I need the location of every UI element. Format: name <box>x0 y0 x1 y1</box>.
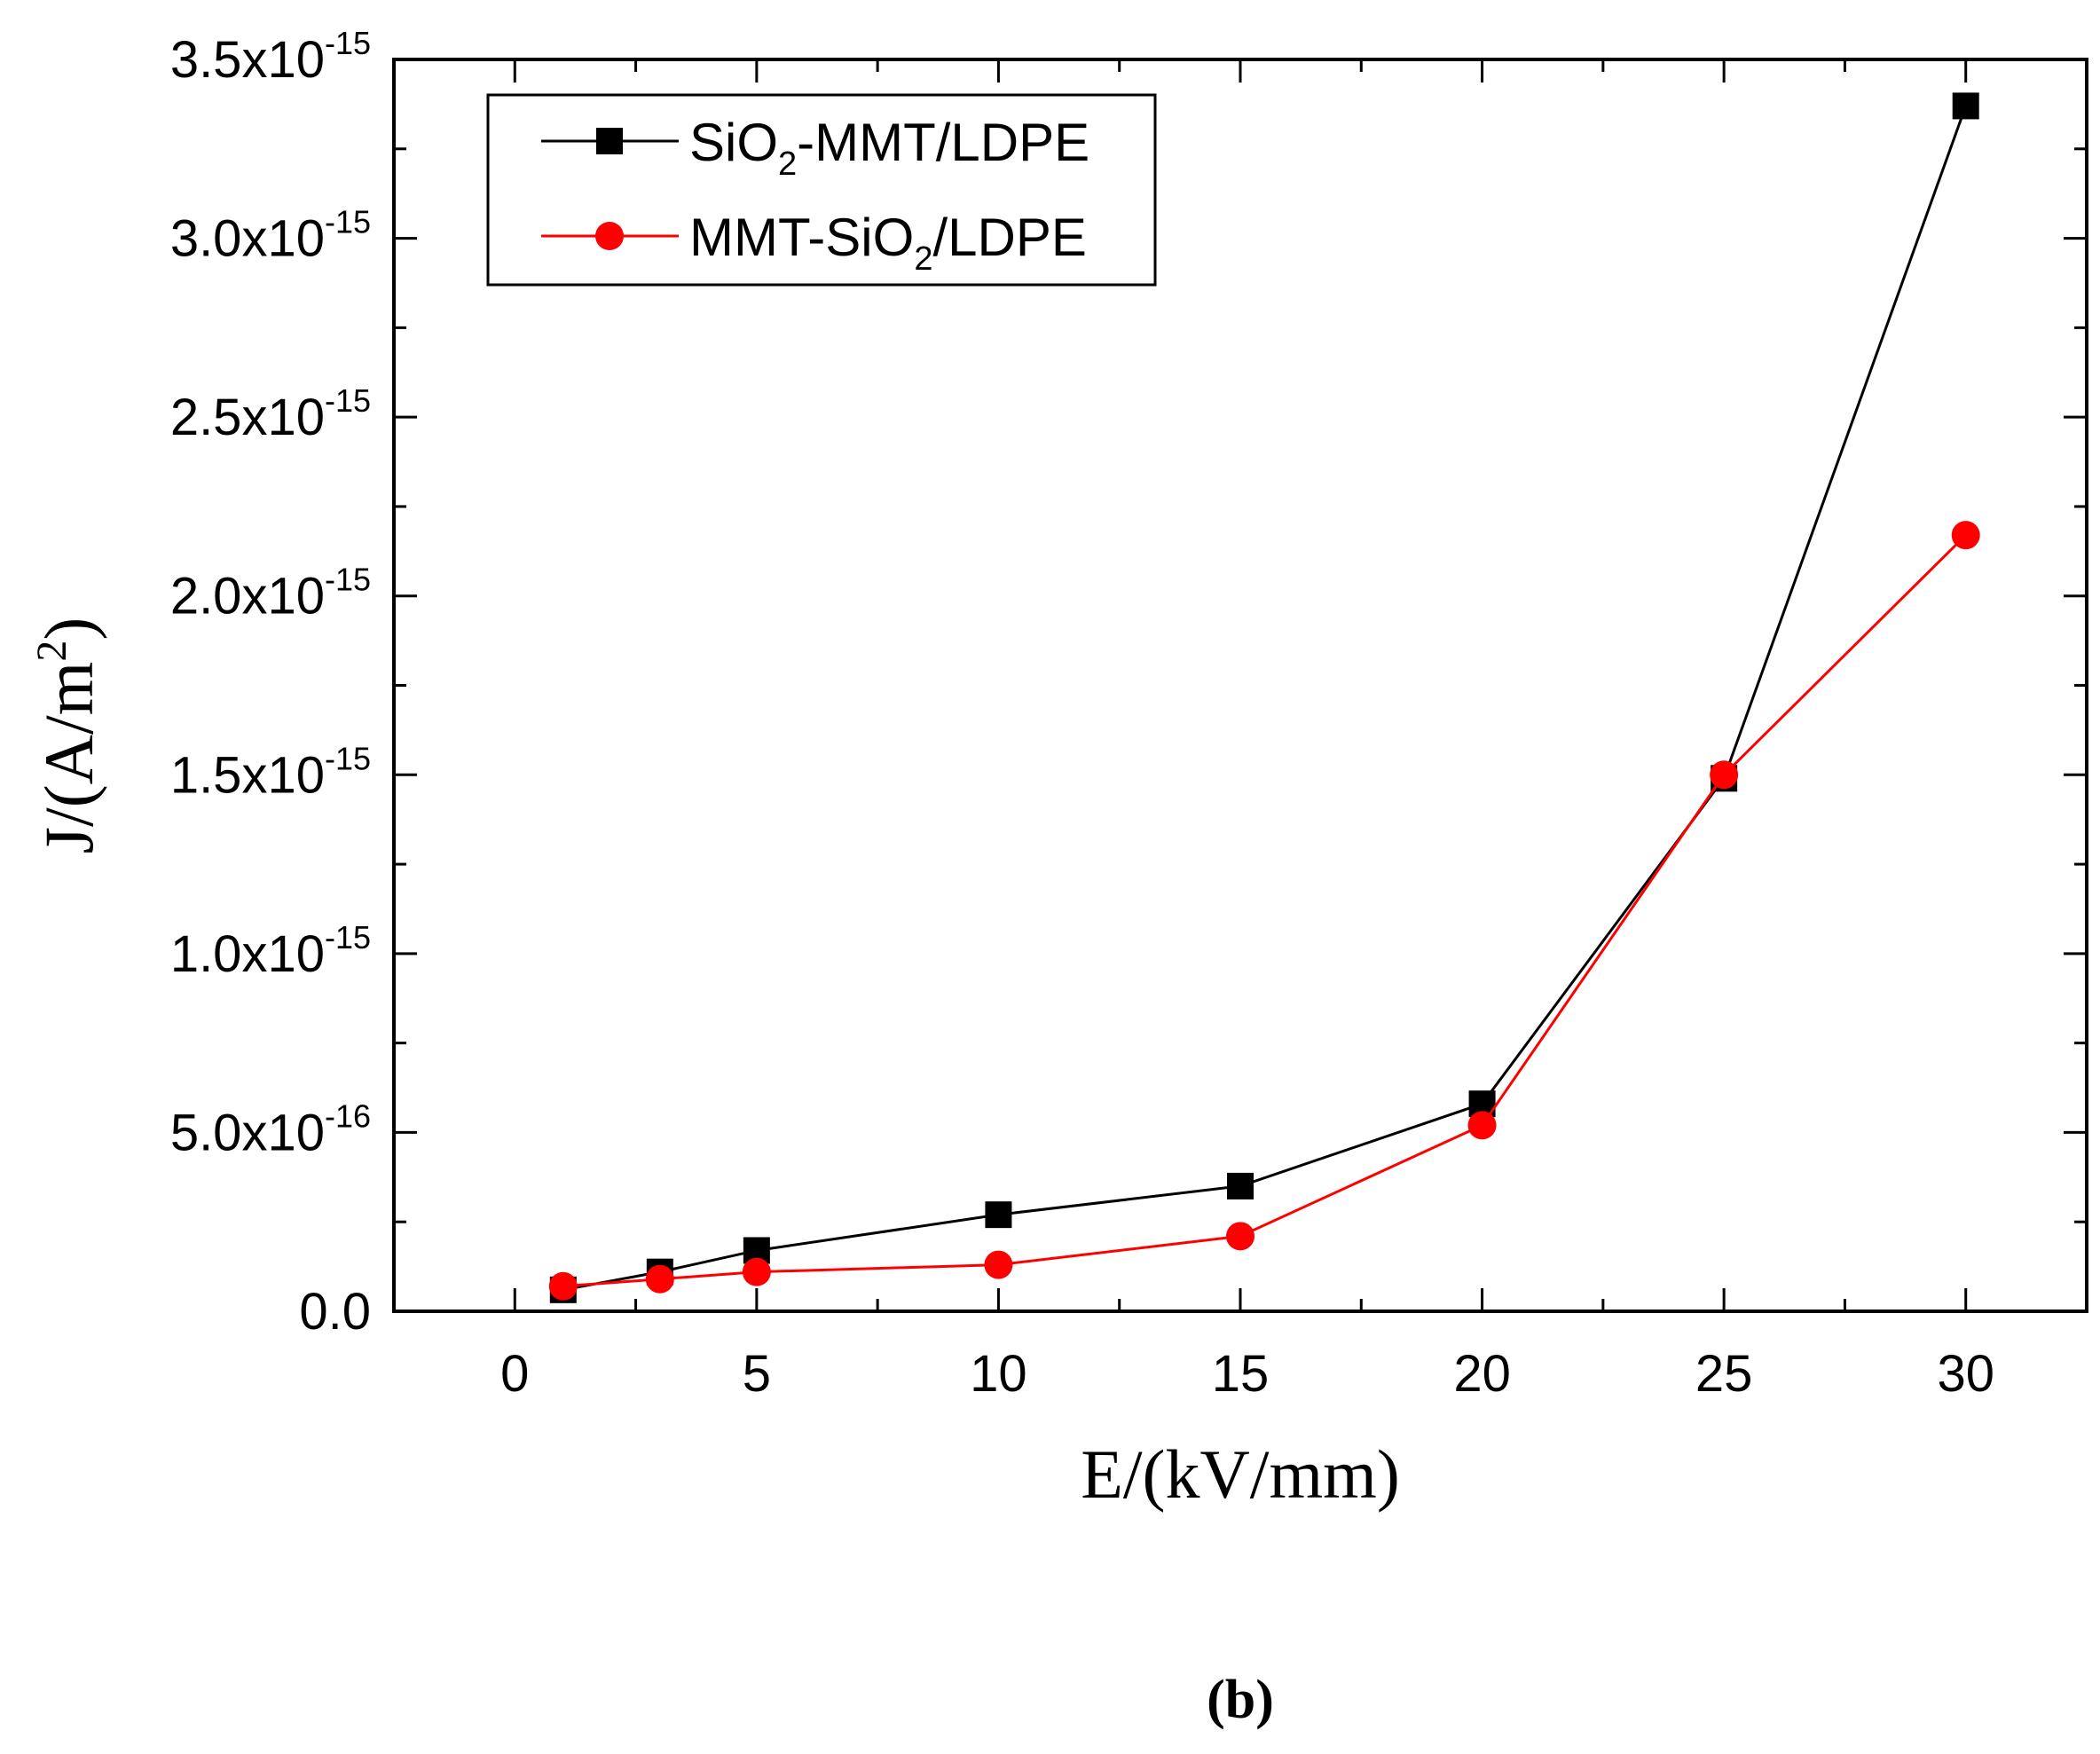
figure-caption: (b) <box>1207 1670 1274 1730</box>
legend-label-series-1: SiO2-MMT/LDPE <box>689 113 1089 183</box>
legend: SiO2-MMT/LDPE MMT-SiO2/LDPE <box>486 93 1157 287</box>
y-tick-label: 2.5x10-15 <box>170 382 371 446</box>
y-tick-exponent: -15 <box>325 204 371 240</box>
y-tick-mantissa: 3.5x10 <box>170 31 325 89</box>
y-axis-title-superscript: 2 <box>28 641 75 662</box>
x-axis: 0 5 10 15 20 25 30 <box>500 59 1994 1403</box>
y-tick-mantissa: 1.5x10 <box>170 746 325 804</box>
series-2-point <box>645 1264 674 1294</box>
x-tick-label: 15 <box>1212 1345 1270 1403</box>
series-2-point <box>1226 1222 1254 1251</box>
y-tick-mantissa: 1.0x10 <box>170 925 325 983</box>
series-1-point <box>1952 92 1979 120</box>
series-2-point <box>742 1257 771 1286</box>
series-layer <box>548 92 1980 1303</box>
series-2-point <box>1710 760 1739 790</box>
x-axis-title: E/(kV/mm) <box>1081 1435 1400 1513</box>
x-tick-label: 0 <box>500 1345 529 1403</box>
legend-label-series-1-part-3: -MMT/LDPE <box>797 113 1089 172</box>
y-tick-mantissa: 2.5x10 <box>170 389 325 446</box>
y-tick-mantissa: 5.0x10 <box>170 1104 325 1161</box>
y-tick-label: 2.0x10-15 <box>170 562 371 625</box>
legend-label-series-2-part-3: /LDPE <box>932 208 1086 267</box>
legend-label-series-2-part-1: MMT-SiO <box>689 208 914 267</box>
x-tick-label: 20 <box>1453 1345 1511 1403</box>
y-tick-exponent: -15 <box>325 562 371 598</box>
y-tick-label: 3.5x10-15 <box>170 25 371 89</box>
legend-marker-series-1 <box>596 128 623 154</box>
y-tick-exponent: -16 <box>325 1097 371 1134</box>
legend-label-series-2: MMT-SiO2/LDPE <box>689 208 1087 278</box>
y-tick-mantissa: 2.0x10 <box>170 568 325 625</box>
y-tick-exponent: -15 <box>325 740 371 776</box>
y-tick-exponent: -15 <box>325 382 371 419</box>
y-tick-label: 5.0x10-16 <box>170 1097 371 1161</box>
y-tick-mantissa: 0.0 <box>299 1283 371 1341</box>
series-2-point <box>548 1271 578 1301</box>
x-tick-label: 5 <box>743 1345 771 1403</box>
legend-marker-series-2 <box>595 222 624 250</box>
x-tick-label: 30 <box>1937 1345 1994 1403</box>
y-tick-label: 1.5x10-15 <box>170 740 371 804</box>
legend-label-series-1-part-1: SiO <box>689 113 778 172</box>
y-axis: 0.05.0x10-161.0x10-151.5x10-152.0x10-152… <box>170 25 2087 1341</box>
legend-label-series-2-subscript: 2 <box>914 240 932 278</box>
y-axis-title-prefix: J/(A/m <box>30 662 107 854</box>
series-2-point <box>1951 521 1980 550</box>
legend-box <box>486 93 1157 287</box>
series-line-2 <box>562 534 1967 1288</box>
x-tick-label: 10 <box>970 1345 1027 1403</box>
y-tick-label: 3.0x10-15 <box>170 204 371 268</box>
x-tick-label: 25 <box>1695 1345 1753 1403</box>
series-1-point <box>985 1201 1012 1229</box>
y-tick-exponent: -15 <box>325 919 371 956</box>
y-axis-title: J/(A/m2) <box>28 617 107 854</box>
series-2-point <box>984 1250 1013 1279</box>
series-2-point <box>1467 1111 1497 1140</box>
y-tick-label: 0.0 <box>299 1283 371 1341</box>
series-1-point <box>1227 1172 1254 1199</box>
y-tick-exponent: -15 <box>325 25 371 61</box>
y-tick-mantissa: 3.0x10 <box>170 210 325 268</box>
y-axis-title-suffix: ) <box>30 617 107 641</box>
legend-label-series-1-subscript: 2 <box>778 146 797 183</box>
y-tick-label: 1.0x10-15 <box>170 919 371 983</box>
